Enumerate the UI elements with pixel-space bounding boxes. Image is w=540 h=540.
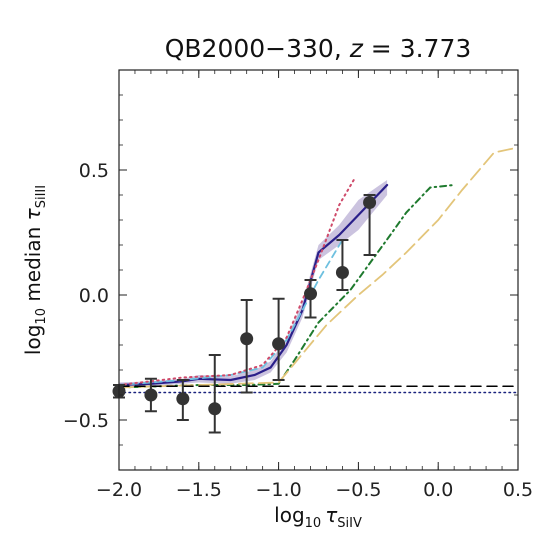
observed-point-5 (272, 297, 286, 381)
series-3-line (119, 239, 344, 386)
observed-point-3 (208, 354, 222, 434)
x-tick-label: 0.0 (423, 479, 453, 501)
data-point-marker (144, 388, 158, 402)
series-0-band (119, 180, 388, 388)
observed-point-2 (176, 379, 190, 421)
chart-title: QB2000−330, z = 3.773 (165, 34, 472, 63)
observed-points-layer (112, 194, 377, 434)
y-tick-label: 0.5 (79, 160, 109, 182)
observed-point-1 (144, 377, 158, 413)
observed-point-4 (240, 299, 254, 394)
observed-point-8 (363, 194, 377, 256)
data-point-marker (363, 196, 377, 209)
series-2-line (119, 146, 518, 389)
data-point-marker (335, 266, 349, 279)
data-point-marker (176, 392, 190, 406)
data-point-marker (240, 332, 254, 346)
x-tick-label: −2.0 (96, 479, 142, 501)
plot-frame (118, 69, 519, 471)
observed-point-7 (335, 239, 349, 291)
y-tick-label: 0.0 (79, 285, 109, 307)
x-axis-label: log10 τSiIV (274, 503, 362, 531)
data-point-marker (208, 402, 222, 416)
axis-ticks: −2.0 −1.5 −1.0 −0.5 0.0 0.5 −0.5 0.0 0.5 (63, 69, 533, 501)
x-tick-label: −1.0 (256, 479, 302, 501)
x-tick-label: −1.5 (176, 479, 222, 501)
data-point-marker (304, 287, 318, 301)
y-tick-label: −0.5 (63, 410, 109, 432)
data-point-marker (272, 337, 286, 351)
y-axis-label: log10 median τSiIII (21, 185, 49, 355)
observed-point-6 (304, 279, 318, 319)
x-tick-label: −0.5 (335, 479, 381, 501)
series-layer (119, 146, 518, 394)
x-tick-label: 0.5 (503, 479, 533, 501)
series-1-line (119, 184, 456, 389)
plot-area (112, 146, 518, 434)
series-4-line (119, 176, 357, 386)
